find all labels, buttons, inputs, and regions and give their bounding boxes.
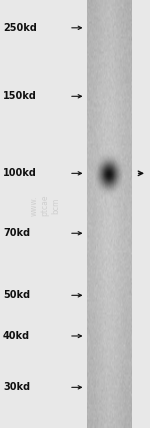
Text: 150kd: 150kd: [3, 91, 37, 101]
Text: 30kd: 30kd: [3, 382, 30, 392]
Text: 50kd: 50kd: [3, 290, 30, 300]
Text: 250kd: 250kd: [3, 23, 37, 33]
Text: 100kd: 100kd: [3, 168, 37, 178]
Text: www.
ptcae
bcm: www. ptcae bcm: [30, 195, 60, 216]
Text: 40kd: 40kd: [3, 331, 30, 341]
Text: 70kd: 70kd: [3, 228, 30, 238]
